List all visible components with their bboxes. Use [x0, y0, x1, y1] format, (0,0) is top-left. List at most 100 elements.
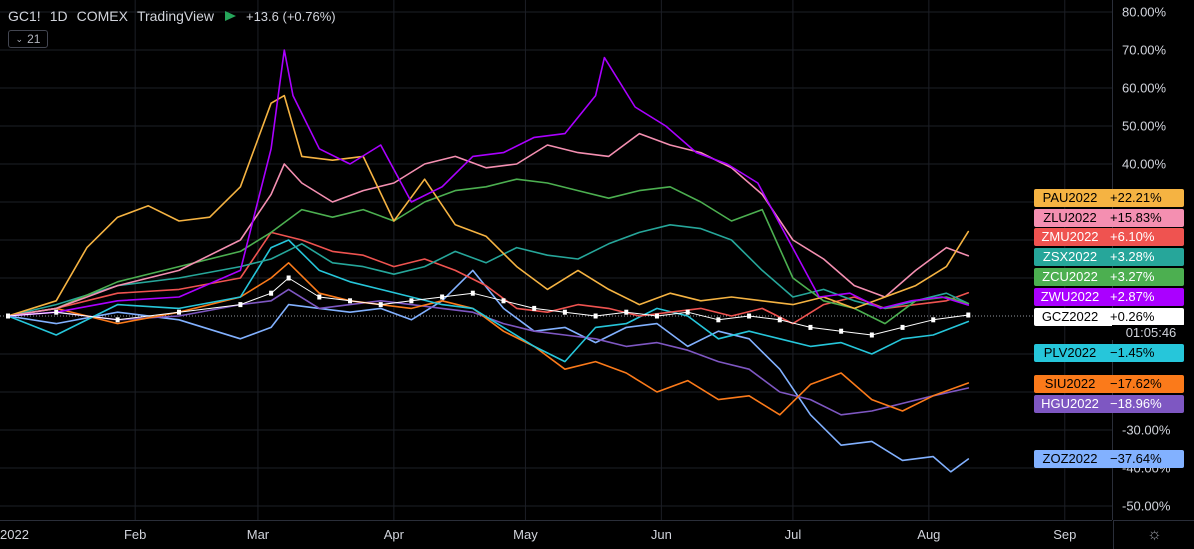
- candle-gcz2022: [966, 312, 971, 318]
- series-tag-plv2022[interactable]: PLV2022 −1.45%: [1034, 344, 1184, 362]
- x-tick-label: Jul: [784, 527, 802, 542]
- series-tag-zsx2022[interactable]: ZSX2022 +3.28%: [1034, 248, 1184, 266]
- y-tick-label: 60.00%: [1122, 80, 1167, 96]
- candle-gcz2022: [532, 305, 537, 311]
- x-tick-label: Jun: [650, 527, 672, 542]
- source-label: TradingView: [136, 8, 214, 24]
- x-tick-label: Aug: [917, 527, 941, 542]
- chevron-down-icon: ⌄: [15, 33, 24, 44]
- series-tag-siu2022[interactable]: SIU2022 −17.62%: [1034, 375, 1184, 393]
- series-tag-name: ZMU2022: [1034, 228, 1106, 246]
- series-tag-value: +2.87%: [1106, 288, 1184, 306]
- exchange-label: COMEX: [76, 8, 128, 24]
- indicators-count: 21: [27, 32, 41, 46]
- y-tick-label: 80.00%: [1122, 4, 1167, 20]
- series-tag-name: GCZ2022: [1034, 308, 1106, 326]
- series-tag-zcu2022[interactable]: ZCU2022 +3.27%: [1034, 268, 1184, 286]
- candle-gcz2022: [685, 309, 690, 315]
- series-tag-name: ZCU2022: [1034, 268, 1106, 286]
- candle-gcz2022: [177, 309, 182, 315]
- series-tag-zmu2022[interactable]: ZMU2022 +6.10%: [1034, 228, 1184, 246]
- series-tag-value: +22.21%: [1106, 189, 1184, 207]
- series-tag-value: +3.28%: [1106, 248, 1184, 266]
- candle-gcz2022: [317, 294, 322, 300]
- y-tick-label: -50.00%: [1122, 498, 1171, 514]
- x-tick-label: Apr: [383, 527, 404, 542]
- candle-gcz2022: [931, 317, 936, 323]
- candle-gcz2022: [440, 294, 445, 300]
- symbol-label[interactable]: GC1!: [8, 8, 41, 24]
- gear-icon[interactable]: ☼: [1113, 520, 1194, 549]
- series-tag-value: +15.83%: [1106, 209, 1184, 227]
- series-tag-value: +6.10%: [1106, 228, 1184, 246]
- candle-gcz2022: [115, 317, 120, 323]
- candle-gcz2022: [716, 317, 721, 323]
- candle-gcz2022: [624, 309, 629, 315]
- series-line-zwu2022: [7, 49, 970, 317]
- candle-gcz2022: [378, 302, 383, 308]
- series-tag-value: −18.96%: [1106, 395, 1184, 413]
- series-line-zcu2022: [7, 178, 970, 325]
- series-tag-value: −1.45%: [1106, 344, 1184, 362]
- series-tag-value: +0.26%: [1106, 308, 1184, 326]
- candle-gcz2022: [869, 332, 874, 338]
- candle-gcz2022: [348, 298, 353, 304]
- change-label: +13.6 (+0.76%): [245, 8, 336, 24]
- candle-gcz2022: [747, 313, 752, 319]
- series-tag-zoz2022[interactable]: ZOZ2022 −37.64%: [1034, 450, 1184, 468]
- series-tag-name: ZOZ2022: [1034, 450, 1106, 468]
- series-line-zmu2022: [7, 231, 970, 325]
- time-axis[interactable]: 2022 Feb Mar Apr May Jun Jul Aug Sep: [0, 520, 1112, 549]
- indicators-toggle-button[interactable]: ⌄ 21: [8, 30, 48, 48]
- x-tick-label: Mar: [246, 527, 270, 542]
- interval-label[interactable]: 1D: [49, 8, 68, 24]
- series-tag-name: PAU2022: [1034, 189, 1106, 207]
- series-line-zlu2022: [7, 132, 970, 317]
- chart-header: GC1! 1D COMEX TradingView +13.6 (+0.76%): [8, 6, 345, 26]
- y-tick-label: -30.00%: [1122, 422, 1171, 438]
- series-tag-name: PLV2022: [1034, 344, 1106, 362]
- candle-gcz2022: [269, 290, 274, 296]
- candle-gcz2022: [54, 309, 59, 315]
- series-tag-name: ZSX2022: [1034, 248, 1106, 266]
- series-line-zoz2022: [7, 269, 970, 473]
- series-tag-gcz2022[interactable]: GCZ2022 +0.26%: [1034, 308, 1184, 326]
- series-tag-value: −37.64%: [1106, 450, 1184, 468]
- candle-gcz2022: [238, 302, 243, 308]
- candle-gcz2022: [501, 298, 506, 304]
- series-line-pau2022: [7, 94, 970, 317]
- series-line-hgu2022: [7, 288, 970, 416]
- comparison-chart[interactable]: [0, 0, 1112, 520]
- candle-gcz2022: [777, 317, 782, 323]
- candle-gcz2022: [286, 275, 291, 281]
- series-line-plv2022: [7, 239, 970, 363]
- y-tick-label: 40.00%: [1122, 156, 1167, 172]
- candle-gcz2022: [593, 313, 598, 319]
- series-line-zsx2022: [7, 224, 970, 317]
- series-tag-pau2022[interactable]: PAU2022 +22.21%: [1034, 189, 1184, 207]
- candle-gcz2022: [562, 309, 567, 315]
- series-tag-hgu2022[interactable]: HGU2022 −18.96%: [1034, 395, 1184, 413]
- candle-gcz2022: [839, 328, 844, 334]
- y-tick-label: 70.00%: [1122, 42, 1167, 58]
- price-axis[interactable]: 80.00% 70.00% 60.00% 50.00% 40.00% -30.00% -40…: [1112, 0, 1194, 520]
- series-tag-name: HGU2022: [1034, 395, 1106, 413]
- series-tag-zwu2022[interactable]: ZWU2022 +2.87%: [1034, 288, 1184, 306]
- candle-gcz2022: [409, 298, 414, 304]
- series-tag-value: −17.62%: [1106, 375, 1184, 393]
- candle-gcz2022: [6, 313, 10, 319]
- x-tick-label: May: [513, 527, 538, 542]
- bar-countdown: 01:05:46: [1112, 325, 1190, 340]
- x-tick-label: 2022: [0, 527, 29, 542]
- flag-icon[interactable]: [224, 11, 236, 21]
- series-tag-name: SIU2022: [1034, 375, 1106, 393]
- candle-gcz2022: [808, 324, 813, 330]
- series-tag-value: +3.27%: [1106, 268, 1184, 286]
- series-tag-name: ZLU2022: [1034, 209, 1106, 227]
- series-tag-name: ZWU2022: [1034, 288, 1106, 306]
- x-tick-label: Sep: [1053, 527, 1077, 542]
- y-tick-label: 50.00%: [1122, 118, 1167, 134]
- candle-gcz2022: [470, 290, 475, 296]
- x-tick-label: Feb: [123, 527, 147, 542]
- series-tag-zlu2022[interactable]: ZLU2022 +15.83%: [1034, 209, 1184, 227]
